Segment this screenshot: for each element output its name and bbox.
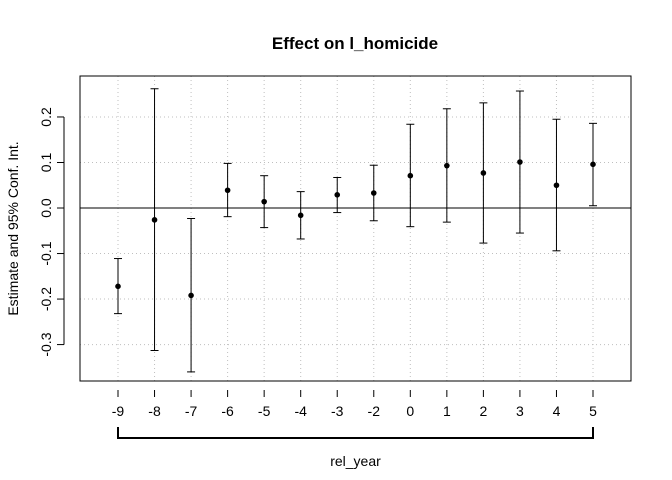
point-estimate: [334, 192, 341, 198]
point-estimate: [407, 172, 414, 179]
x-axis-label: rel_year: [330, 453, 381, 469]
x-tick-label: 3: [516, 403, 524, 419]
grid: [80, 76, 631, 381]
y-tick-label: 0.0: [38, 198, 54, 218]
point-estimate: [261, 198, 267, 205]
x-tick-label: -2: [368, 403, 381, 419]
y-tick-label: -0.3: [38, 332, 54, 356]
x-axis: -9 -8 -7 -6 -5 -4 -3 -2 0 1 2 3 4 5: [112, 390, 597, 439]
x-tick-label: -7: [185, 403, 198, 419]
y-tick-label: 0.2: [38, 107, 54, 127]
x-tick-label: 0: [406, 403, 414, 419]
point-estimate: [151, 217, 158, 223]
point-estimate: [188, 292, 194, 299]
point-estimate: [553, 182, 560, 189]
x-tick-label: -5: [258, 403, 271, 419]
point-estimate: [517, 159, 523, 165]
error-bars: [114, 88, 597, 373]
y-tick-label: -0.2: [38, 287, 54, 311]
chart-title: Effect on l_homicide: [272, 34, 438, 53]
point-estimate: [444, 162, 450, 169]
x-tick-label: -3: [331, 403, 344, 419]
y-tick-label: 0.1: [38, 153, 54, 173]
point-estimate: [590, 161, 596, 168]
x-axis-bracket: [117, 427, 594, 439]
x-tick-label: 4: [553, 403, 561, 419]
point-estimate: [297, 212, 304, 219]
x-tick-label: -6: [221, 403, 234, 419]
x-tick-label: 1: [443, 403, 451, 419]
point-estimate: [370, 190, 377, 196]
x-tick-label: 2: [479, 403, 487, 419]
y-tick-label: -0.1: [38, 241, 54, 265]
y-axis-label: Estimate and 95% Conf. Int.: [5, 141, 21, 315]
x-tick-label: 5: [589, 403, 597, 419]
x-tick-label: -4: [294, 403, 307, 419]
plot-frame: [79, 75, 632, 382]
point-estimate: [115, 283, 121, 290]
x-tick-label: -9: [112, 403, 125, 419]
points: [115, 159, 596, 299]
point-estimate: [480, 170, 487, 176]
y-axis: -0.3 -0.2 -0.1 0.0 0.1 0.2: [38, 107, 65, 357]
x-tick-label: -8: [148, 403, 161, 419]
point-estimate: [224, 187, 231, 194]
